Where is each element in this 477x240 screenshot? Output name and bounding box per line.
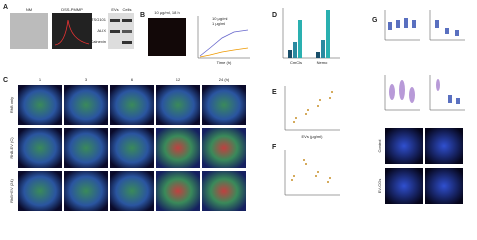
band [110, 30, 120, 33]
micrograph [64, 128, 108, 168]
legend: 1 μg/ml [212, 21, 225, 26]
image [385, 128, 423, 164]
column-label: 6 [131, 77, 134, 82]
category: Nemo [317, 60, 328, 65]
image [425, 128, 463, 164]
image-grid: 1 3 6 12 24 (h) RhB only RhB-EV (C) RhB+EV (24) [9, 77, 246, 211]
panel-letter: E [272, 89, 277, 96]
micrograph [202, 171, 246, 211]
micrograph [64, 171, 108, 211]
column-label: 12 [176, 77, 181, 82]
label: Cells [123, 7, 132, 12]
row-label: Control [377, 139, 382, 152]
micrograph [156, 128, 200, 168]
label: EVs [111, 7, 118, 12]
size-curve [54, 19, 90, 46]
bar [298, 20, 302, 58]
axis-label: Time (h) [217, 60, 232, 65]
curve [199, 29, 249, 57]
panel-letter: F [272, 144, 277, 151]
micrograph [202, 85, 246, 125]
panel-letter: D [272, 12, 277, 19]
micrograph [110, 85, 154, 125]
curve [199, 47, 249, 58]
column-label: 3 [85, 77, 88, 82]
points [291, 159, 331, 183]
violins [389, 79, 440, 103]
band [122, 19, 132, 22]
micrograph [18, 85, 62, 125]
bar [288, 50, 292, 58]
micrograph [110, 128, 154, 168]
axis-label: EVs (μg/ml) [302, 134, 324, 139]
label: TSG101 [91, 17, 107, 22]
label: NM [26, 7, 32, 12]
micrograph [18, 128, 62, 168]
figure: A NM DSS-PMMP EVs Cells TSG101 ALIX Caln… [3, 4, 465, 211]
micrograph [156, 171, 200, 211]
micrograph [18, 171, 62, 211]
bar [326, 10, 330, 58]
row-label: RhB only [9, 97, 14, 113]
label: 10 μg/ml, 18 h [154, 10, 179, 15]
legend: 10 μg/ml [212, 16, 228, 21]
row-label: RhB-EV (C) [9, 137, 14, 159]
fluor-image [148, 18, 186, 56]
bar [316, 52, 320, 58]
image [385, 168, 423, 204]
panel-letter: G [372, 17, 378, 24]
label: DSS-PMMP [61, 7, 83, 12]
micrograph [156, 85, 200, 125]
axes [284, 86, 340, 131]
panel-letter: C [3, 77, 8, 84]
column-label: 24 (h) [219, 77, 230, 82]
column-label: 1 [39, 77, 42, 82]
band [110, 19, 120, 22]
panel-letter: A [3, 4, 8, 11]
axes [197, 16, 250, 59]
row-label: EV-CGs [377, 179, 382, 193]
micrograph [202, 128, 246, 168]
micrograph [110, 171, 154, 211]
bar [293, 42, 297, 58]
row-label: RhB+EV (24) [9, 178, 14, 202]
image [425, 168, 463, 204]
axes [384, 10, 465, 111]
bar [321, 40, 325, 58]
panel-letter: B [140, 12, 145, 19]
label: ALIX [97, 28, 106, 33]
band [122, 41, 132, 44]
points [293, 91, 333, 123]
label: Calnexin [90, 39, 106, 44]
category: CmCls [290, 60, 302, 65]
band [122, 30, 132, 33]
axes [284, 150, 340, 196]
micrograph [64, 85, 108, 125]
boxes [388, 18, 460, 104]
em-image [10, 13, 48, 49]
